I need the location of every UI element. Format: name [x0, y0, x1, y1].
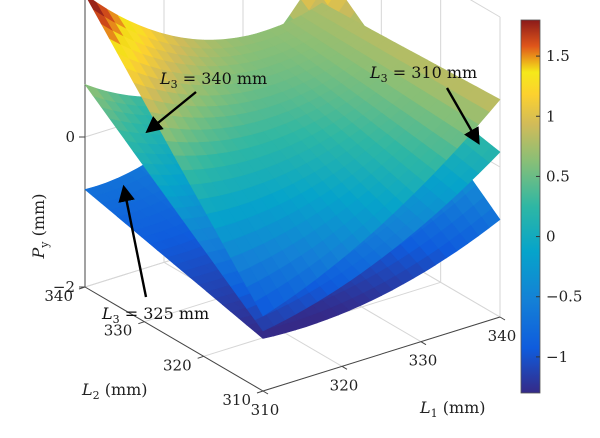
surface-patch [87, 0, 105, 17]
svg-text:L3 = 340 mm: L3 = 340 mm [159, 69, 267, 91]
x-tick-mark [499, 316, 506, 321]
colorbar-tick-label: 0 [546, 228, 556, 246]
x-tick-mark [420, 341, 427, 346]
annotation-l3-340: L3 = 340 mm [145, 69, 267, 134]
y-tick-mark [197, 355, 204, 359]
colorbar: −1 −0.5 0 0.5 1 1.5 [520, 19, 582, 394]
x-tick-label: 320 [330, 376, 359, 394]
colorbar-gradient [520, 19, 541, 394]
y-axis-line [84, 286, 264, 392]
annotation-arrow-l3-310 [445, 87, 480, 145]
x-tick-mark [262, 390, 269, 395]
colorbar-tick-label: 1.5 [546, 47, 570, 65]
annotation-l3-310: L3 = 310 mm [369, 63, 480, 145]
surface-3340mm [87, 0, 501, 317]
x-axis-label: L1 (mm) [419, 398, 486, 420]
x-tick-label: 310 [251, 401, 280, 419]
annotation-arrow-l3-340 [145, 91, 197, 134]
z-tick-label: −2 [53, 278, 75, 296]
svg-text:L3 = 325 mm: L3 = 325 mm [101, 304, 209, 326]
colorbar-tick-label: 1 [546, 107, 556, 125]
x-tick-label: 340 [488, 327, 517, 345]
x-tick-label: 330 [409, 352, 438, 370]
z-axis-label: Py (mm) [29, 194, 51, 260]
surface-patch [84, 83, 105, 100]
y-tick-label: 340 [44, 287, 73, 305]
colorbar-tick-label: 0.5 [546, 167, 570, 185]
y-tick-label: 330 [104, 322, 133, 340]
annotation-l3-325: L3 = 325 mm [101, 184, 209, 326]
x-axis-line [262, 316, 501, 392]
colorbar-tick-label: −0.5 [546, 288, 582, 306]
annotation-arrow-l3-325 [118, 184, 148, 298]
y-tick-mark [256, 390, 264, 394]
svg-text:L3 = 310 mm: L3 = 310 mm [369, 63, 477, 85]
y-axis-label: L2 (mm) [81, 380, 148, 402]
surface-patch [84, 186, 105, 197]
colorbar-tick-label: −1 [546, 348, 568, 366]
y-tick-label: 310 [222, 391, 251, 409]
y-tick-label: 320 [163, 356, 192, 374]
y-tick-mark [138, 321, 145, 325]
x-tick-mark [341, 365, 348, 370]
z-tick-label: 0 [65, 128, 75, 146]
surfaces-group [84, 0, 501, 339]
surface-patch [323, 0, 332, 6]
